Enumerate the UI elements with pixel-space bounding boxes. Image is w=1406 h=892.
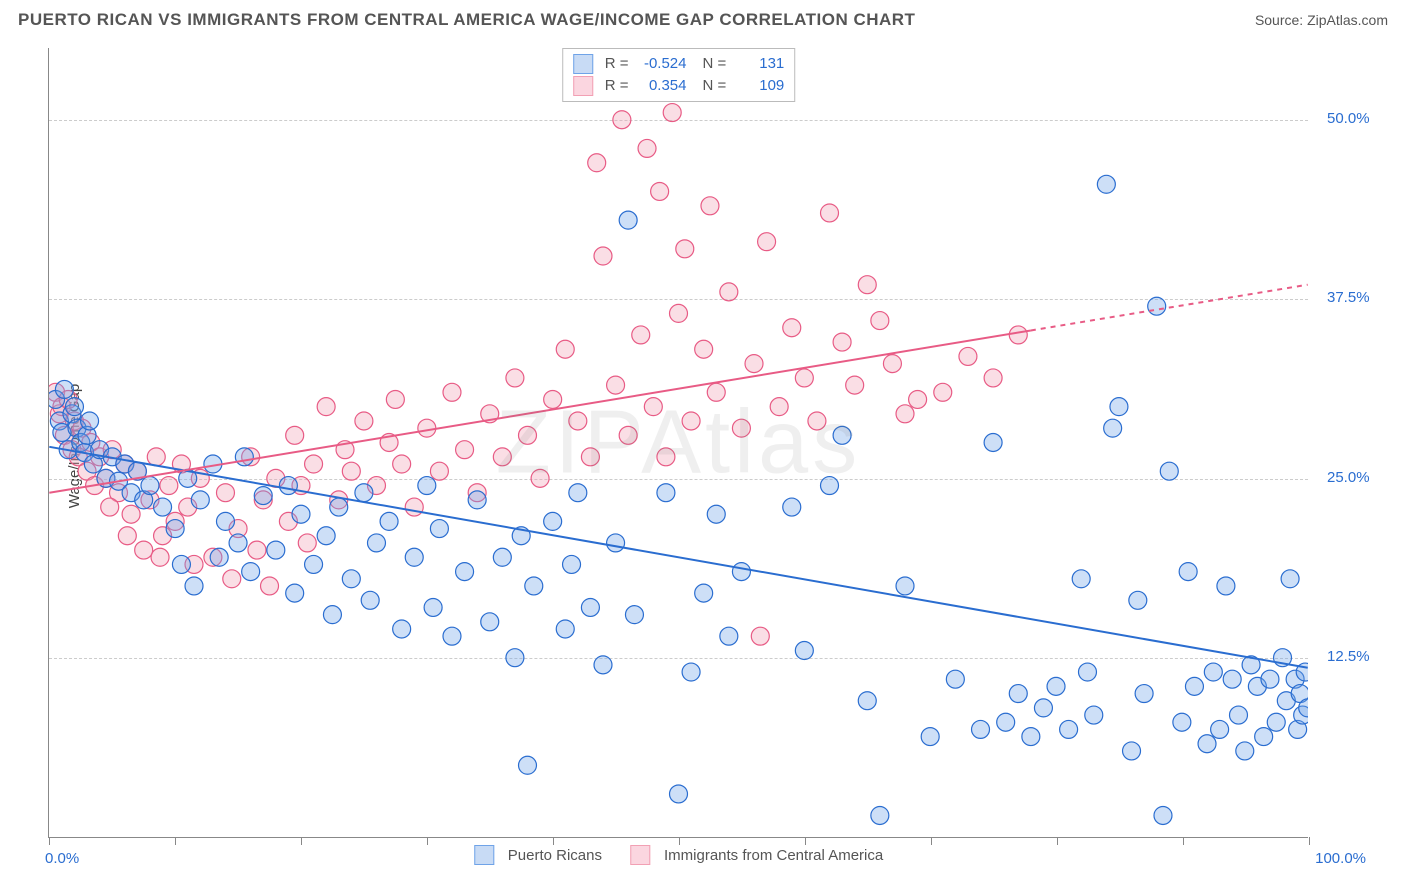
swatch-series-1-bottom — [630, 845, 650, 865]
y-tick-label: 12.5% — [1327, 648, 1370, 665]
chart-title: PUERTO RICAN VS IMMIGRANTS FROM CENTRAL … — [18, 10, 915, 30]
n-label: N = — [703, 75, 727, 97]
x-tick — [553, 837, 554, 845]
swatch-series-0 — [573, 54, 593, 74]
series-label-0: Puerto Ricans — [508, 847, 602, 864]
r-label: R = — [605, 75, 629, 97]
n-value-0: 131 — [732, 53, 784, 75]
r-value-0: -0.524 — [635, 53, 687, 75]
correlation-legend: R = -0.524 N = 131 R = 0.354 N = 109 — [562, 48, 796, 102]
r-label: R = — [605, 53, 629, 75]
trend-lines — [49, 48, 1308, 837]
trend-line — [49, 330, 1031, 492]
legend-item-1: Immigrants from Central America — [630, 845, 883, 865]
legend-item-0: Puerto Ricans — [474, 845, 602, 865]
trend-line-extrapolated — [1031, 285, 1308, 331]
x-tick — [1057, 837, 1058, 845]
series-legend: Puerto Ricans Immigrants from Central Am… — [474, 845, 883, 865]
x-tick — [805, 837, 806, 845]
r-value-1: 0.354 — [635, 75, 687, 97]
x-tick — [49, 837, 50, 845]
series-label-1: Immigrants from Central America — [664, 847, 883, 864]
plot-area: ZIPAtlas R = -0.524 N = 131 R = 0.354 N … — [48, 48, 1308, 838]
x-tick — [931, 837, 932, 845]
y-tick-label: 37.5% — [1327, 289, 1370, 306]
x-tick — [175, 837, 176, 845]
header: PUERTO RICAN VS IMMIGRANTS FROM CENTRAL … — [18, 10, 1388, 30]
n-value-1: 109 — [732, 75, 784, 97]
swatch-series-0-bottom — [474, 845, 494, 865]
swatch-series-1 — [573, 76, 593, 96]
y-tick-label: 25.0% — [1327, 469, 1370, 486]
n-label: N = — [703, 53, 727, 75]
y-tick-label: 50.0% — [1327, 110, 1370, 127]
x-tick-label: 100.0% — [1315, 850, 1366, 867]
x-tick — [1309, 837, 1310, 845]
legend-row-series-0: R = -0.524 N = 131 — [573, 53, 785, 75]
x-tick — [1183, 837, 1184, 845]
source-label: Source: ZipAtlas.com — [1255, 12, 1388, 28]
trend-line — [49, 447, 1307, 668]
x-tick-label: 0.0% — [45, 850, 79, 867]
x-tick — [427, 837, 428, 845]
legend-row-series-1: R = 0.354 N = 109 — [573, 75, 785, 97]
x-tick — [679, 837, 680, 845]
x-tick — [301, 837, 302, 845]
